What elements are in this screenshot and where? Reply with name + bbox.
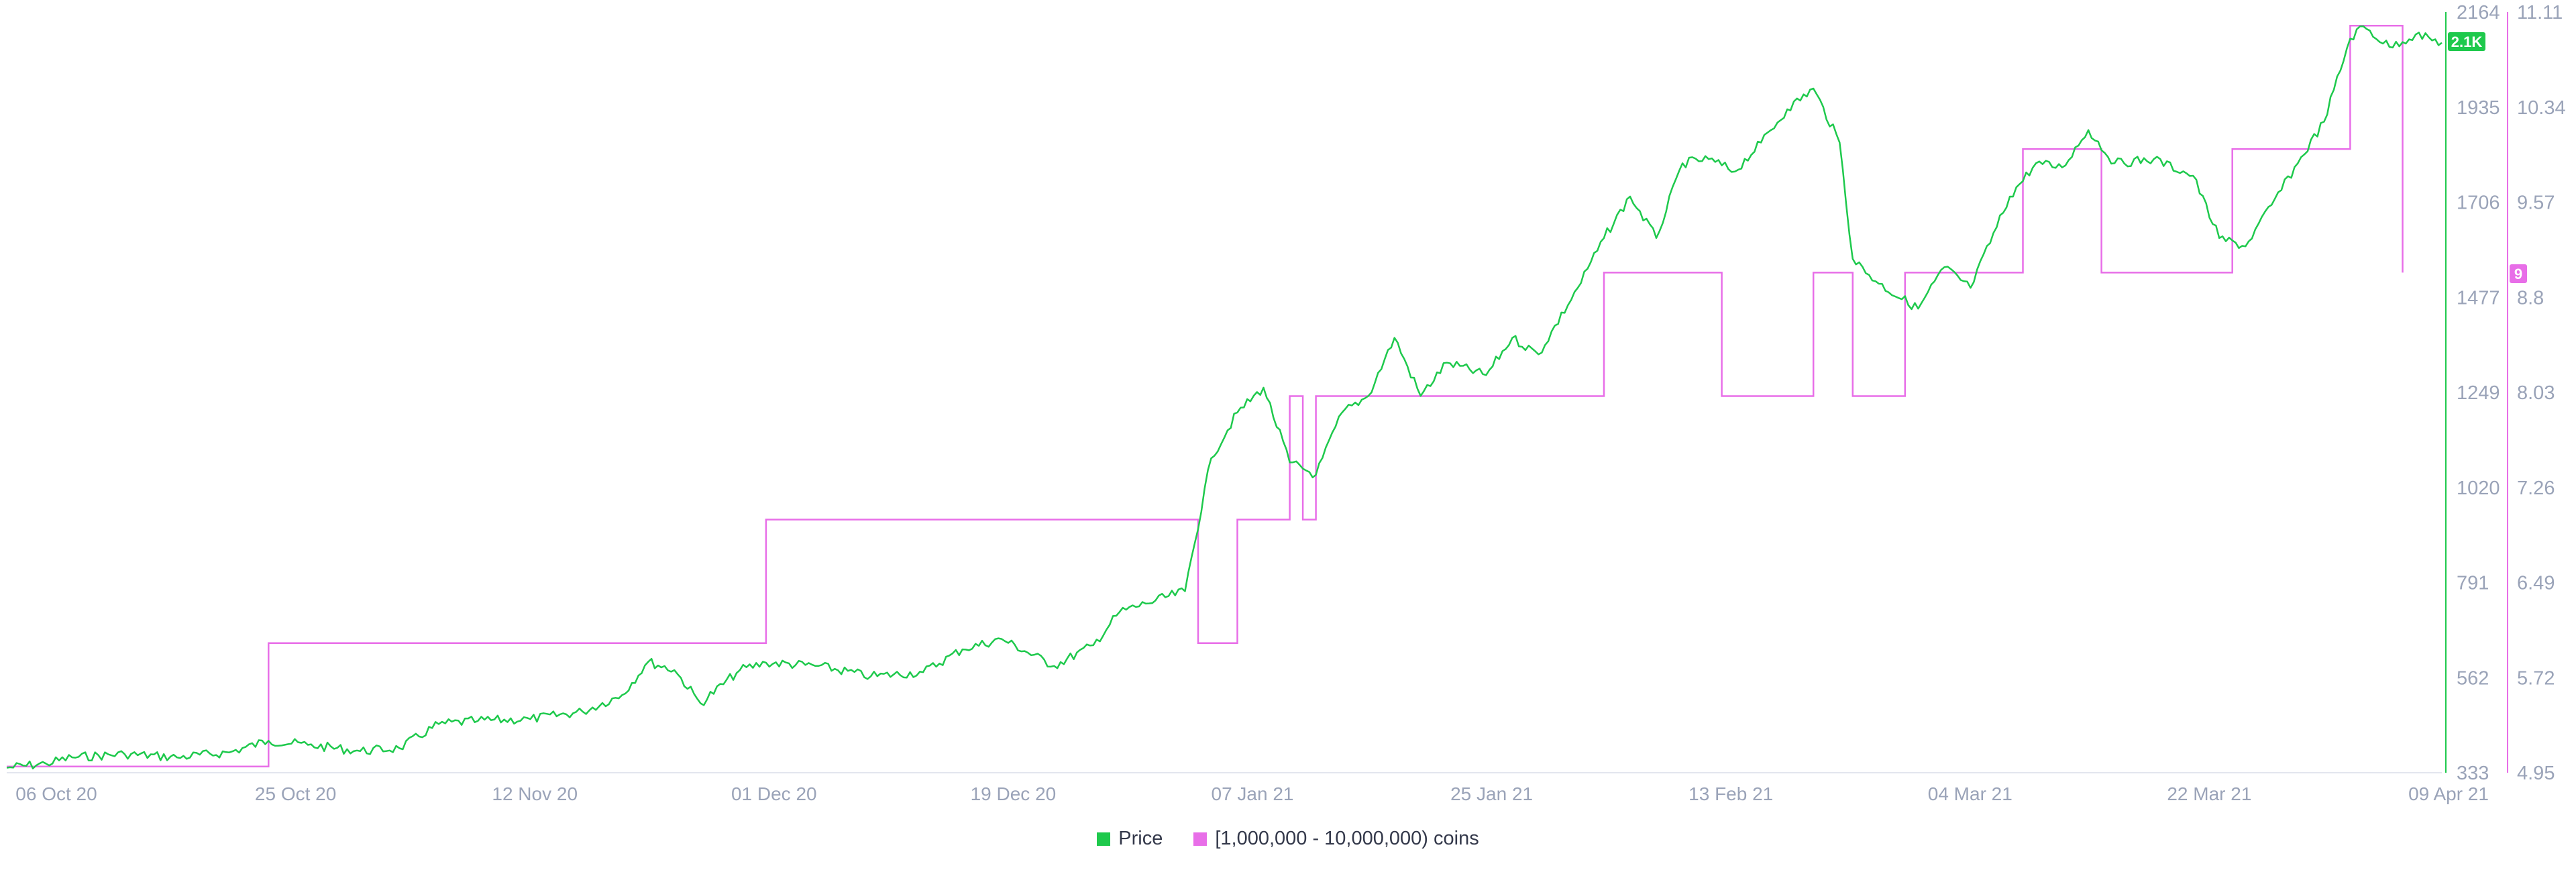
- legend-item-coins[interactable]: [1,000,000 - 10,000,000) coins: [1193, 828, 1479, 850]
- x-tick-label: 04 Mar 21: [1928, 783, 2012, 804]
- x-tick-label: 07 Jan 21: [1212, 783, 1294, 804]
- coins-axis-ticks: 11.11 10.34 9.57 8.8 8.03 7.26 6.49 5.72 4.95: [2517, 2, 2566, 784]
- x-axis-ticks: 06 Oct 20 25 Oct 20 12 Nov 20 01 Dec 20 19 D…: [15, 783, 2489, 804]
- coins-tick-label: 8.03: [2517, 382, 2555, 404]
- legend-label-coins: [1,000,000 - 10,000,000) coins: [1215, 828, 1479, 849]
- coins-tick-label: 4.95: [2517, 763, 2555, 784]
- price-tick-label: 791: [2457, 573, 2489, 594]
- x-tick-label: 19 Dec 20: [971, 783, 1057, 804]
- coins-tick-label: 10.34: [2517, 97, 2566, 119]
- x-tick-label: 25 Oct 20: [255, 783, 336, 804]
- price-tick-label: 1020: [2457, 478, 2500, 499]
- plot-area: [6, 25, 2443, 769]
- legend-label-price: Price: [1118, 828, 1163, 849]
- chart-legend: Price [1,000,000 - 10,000,000) coins: [0, 828, 2576, 850]
- x-tick-label: 13 Feb 21: [1688, 783, 1773, 804]
- coins-tick-label: 7.26: [2517, 478, 2555, 499]
- price-tick-label: 1935: [2457, 97, 2500, 119]
- x-tick-label: 12 Nov 20: [492, 783, 578, 804]
- x-tick-label: 09 Apr 21: [2408, 783, 2489, 804]
- legend-swatch-price: [1097, 832, 1111, 846]
- price-tick-label: 1706: [2457, 193, 2500, 214]
- coins-tick-label: 11.11: [2517, 2, 2563, 23]
- coins-current-badge-label: 9: [2514, 266, 2522, 282]
- coins-tick-label: 6.49: [2517, 573, 2555, 594]
- price-tick-label: 1477: [2457, 287, 2500, 309]
- price-current-badge: 2.1K: [2448, 32, 2485, 51]
- price-tick-label: 562: [2457, 667, 2489, 689]
- price-tick-label: 2164: [2457, 2, 2500, 23]
- price-axis-ticks: 2164 1935 1706 1477 1249 1020 791 562 333: [2457, 2, 2500, 784]
- x-tick-label: 01 Dec 20: [731, 783, 817, 804]
- legend-item-price[interactable]: Price: [1097, 828, 1163, 850]
- coins-current-badge: 9: [2510, 264, 2527, 283]
- x-tick-label: 22 Mar 21: [2167, 783, 2251, 804]
- legend-swatch-coins: [1193, 832, 1208, 846]
- price-tick-label: 333: [2457, 763, 2489, 784]
- price-current-badge-label: 2.1K: [2451, 34, 2483, 50]
- coins-tick-label: 8.8: [2517, 287, 2544, 309]
- coins-tick-label: 5.72: [2517, 667, 2555, 689]
- series-line-coins: [7, 25, 2404, 768]
- x-tick-label: 25 Jan 21: [1450, 783, 1533, 804]
- coins-tick-label: 9.57: [2517, 193, 2555, 214]
- series-line-price: [6, 25, 2443, 769]
- x-tick-label: 06 Oct 20: [15, 783, 97, 804]
- price-tick-label: 1249: [2457, 382, 2500, 404]
